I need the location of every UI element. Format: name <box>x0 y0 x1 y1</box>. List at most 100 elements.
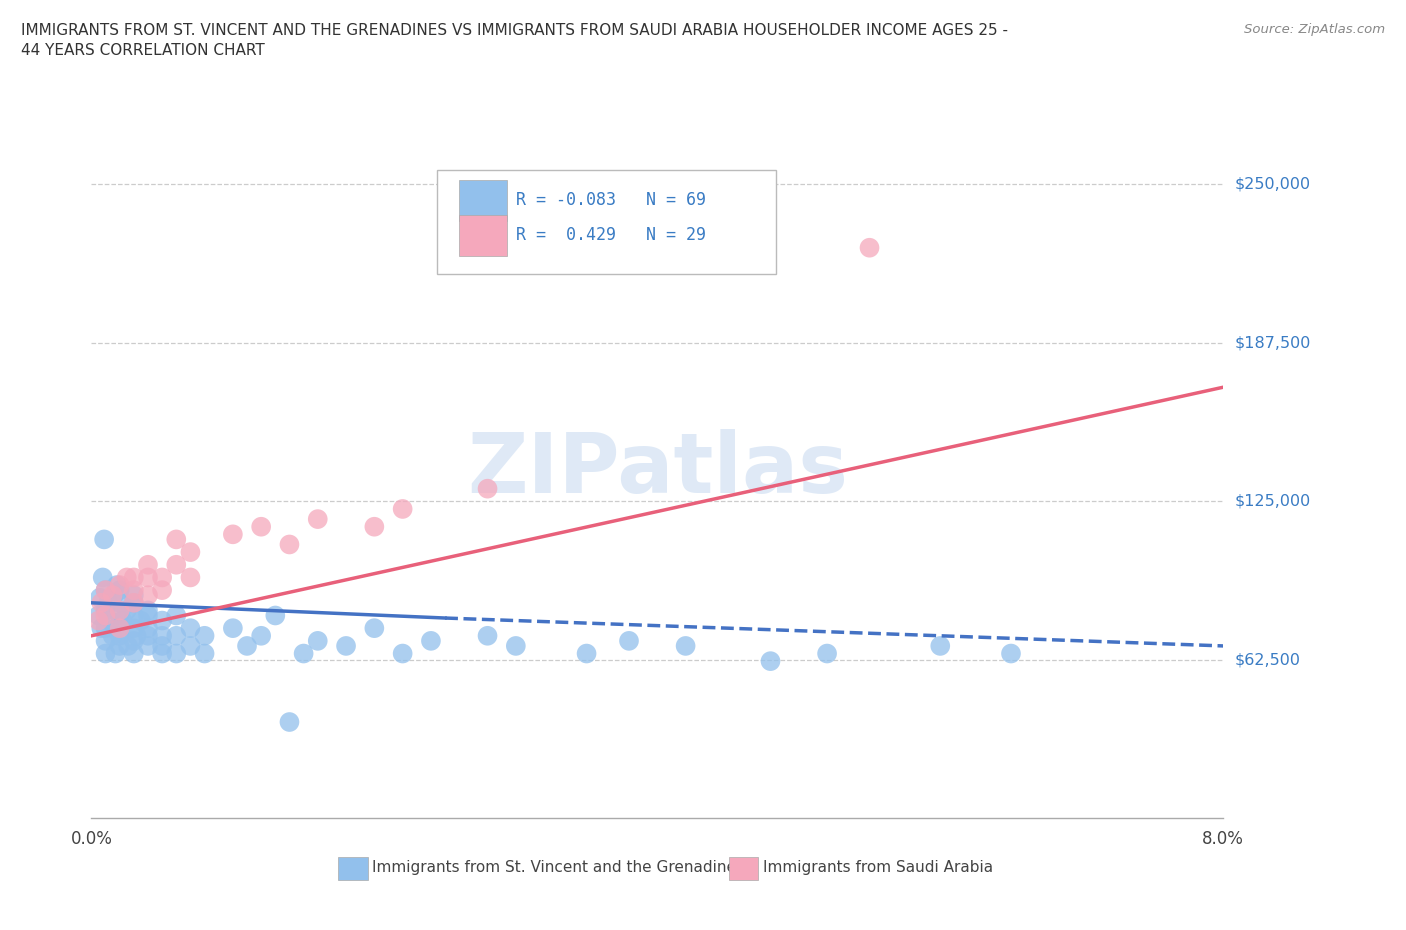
Point <box>122 633 145 648</box>
FancyBboxPatch shape <box>728 857 758 881</box>
Point <box>93 532 115 547</box>
Point <box>250 519 273 534</box>
Point <box>391 501 413 516</box>
Point <box>391 646 413 661</box>
Point <box>105 578 128 592</box>
Point <box>179 639 201 654</box>
Text: IMMIGRANTS FROM ST. VINCENT AND THE GRENADINES VS IMMIGRANTS FROM SAUDI ARABIA H: IMMIGRANTS FROM ST. VINCENT AND THE GREN… <box>21 23 1008 58</box>
Point <box>307 633 329 648</box>
Point <box>222 620 245 635</box>
Point <box>165 646 187 661</box>
Point <box>236 639 259 654</box>
Point <box>292 646 315 661</box>
Point <box>122 588 145 603</box>
Point <box>335 639 357 654</box>
Point <box>125 629 148 644</box>
Point <box>165 629 187 644</box>
Text: $187,500: $187,500 <box>1234 336 1310 351</box>
Point <box>122 646 145 661</box>
Point <box>122 620 145 635</box>
Point <box>97 595 120 610</box>
Text: Immigrants from St. Vincent and the Grenadines: Immigrants from St. Vincent and the Gren… <box>373 859 744 875</box>
Text: $125,000: $125,000 <box>1234 494 1310 509</box>
Text: $250,000: $250,000 <box>1234 177 1310 192</box>
Point <box>675 639 697 654</box>
Point <box>101 588 124 603</box>
Point <box>477 481 499 496</box>
Point <box>617 633 640 648</box>
FancyBboxPatch shape <box>460 215 506 256</box>
Point <box>122 583 145 598</box>
Point <box>108 595 131 610</box>
Point <box>278 537 301 551</box>
Point <box>363 519 385 534</box>
Point <box>858 240 880 255</box>
Point <box>150 583 173 598</box>
Point <box>94 620 117 635</box>
Point <box>150 613 173 628</box>
Point <box>94 583 117 598</box>
Point <box>111 613 134 628</box>
Point <box>90 620 112 635</box>
Point <box>150 570 173 585</box>
Point <box>193 629 217 644</box>
Point <box>136 557 159 572</box>
Point <box>89 591 111 605</box>
Point <box>222 527 245 542</box>
Point <box>179 545 201 560</box>
Point <box>90 595 112 610</box>
Point <box>108 620 131 635</box>
FancyBboxPatch shape <box>460 180 506 220</box>
Point <box>179 570 201 585</box>
Text: $62,500: $62,500 <box>1234 652 1301 668</box>
Point <box>115 570 138 585</box>
Point <box>136 603 159 618</box>
Point <box>150 629 173 644</box>
Point <box>108 583 131 598</box>
Point <box>94 646 117 661</box>
Point <box>136 588 159 603</box>
Point <box>108 620 131 635</box>
Point <box>193 646 217 661</box>
Point <box>363 620 385 635</box>
Point <box>108 608 131 623</box>
Point <box>136 620 159 635</box>
Point <box>98 613 121 628</box>
FancyBboxPatch shape <box>437 169 776 274</box>
Point <box>108 603 131 618</box>
Point <box>250 629 273 644</box>
Point <box>94 633 117 648</box>
Point <box>122 570 145 585</box>
Point <box>94 608 117 623</box>
Point <box>165 608 187 623</box>
Text: ZIPatlas: ZIPatlas <box>467 429 848 511</box>
Point <box>165 532 187 547</box>
Text: R = -0.083   N = 69: R = -0.083 N = 69 <box>516 192 706 209</box>
Point <box>150 639 173 654</box>
Point <box>136 570 159 585</box>
Point <box>759 654 782 669</box>
Point <box>115 603 138 618</box>
Point <box>307 512 329 526</box>
Point <box>929 639 952 654</box>
Point <box>117 639 139 654</box>
Point <box>104 646 127 661</box>
Point <box>575 646 598 661</box>
Point <box>122 595 145 610</box>
Point <box>94 583 117 598</box>
Point <box>103 588 125 603</box>
Point <box>264 608 287 623</box>
Point <box>91 570 114 585</box>
Point <box>108 578 131 592</box>
Point <box>505 639 527 654</box>
Point <box>150 646 173 661</box>
Text: R =  0.429   N = 29: R = 0.429 N = 29 <box>516 226 706 245</box>
Point <box>165 557 187 572</box>
Point <box>1000 646 1022 661</box>
Point <box>108 629 131 644</box>
Point <box>108 639 131 654</box>
Text: Immigrants from Saudi Arabia: Immigrants from Saudi Arabia <box>762 859 993 875</box>
Point <box>87 608 110 623</box>
Point <box>87 613 110 628</box>
Point <box>94 603 117 618</box>
